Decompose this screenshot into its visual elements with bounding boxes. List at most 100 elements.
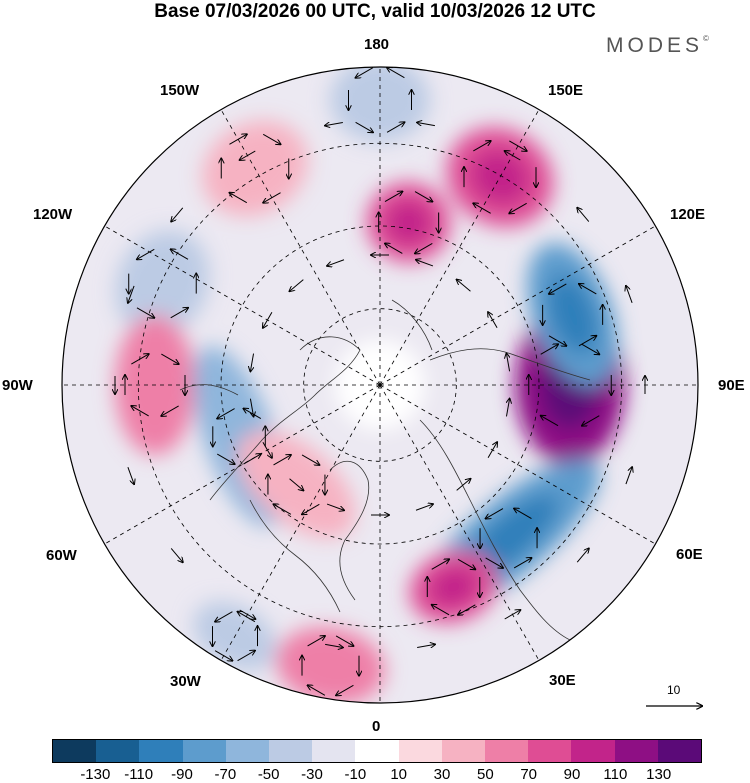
coastline	[209, 336, 361, 501]
wind-arrow	[541, 416, 559, 427]
wind-arrow	[548, 335, 566, 346]
wind-arrow	[336, 684, 354, 695]
wind-arrow	[385, 243, 403, 254]
colorbar-segment	[657, 740, 702, 762]
wind-arrow	[229, 193, 248, 204]
meridian-line	[104, 225, 381, 386]
wind-arrow	[161, 405, 179, 416]
wind-arrow	[577, 208, 590, 222]
wind-arrow	[625, 467, 632, 485]
latitude-circle	[220, 225, 540, 545]
colorbar-tick-label: 50	[476, 766, 494, 783]
wind-arrow	[417, 122, 435, 125]
wind-arrow	[473, 141, 490, 152]
wind-arrow	[457, 558, 475, 569]
wind-arrow	[237, 651, 255, 662]
wind-arrow	[171, 249, 189, 260]
wind-arrow	[262, 133, 280, 144]
wind-arrow	[626, 286, 633, 303]
colorbar-tick-label: 130	[646, 766, 672, 783]
wind-arrow	[273, 455, 291, 466]
anomaly-core	[547, 275, 598, 355]
brand-mark: ©	[703, 34, 709, 43]
wind-arrow	[325, 122, 343, 125]
wind-arrow	[386, 122, 404, 133]
colorbar-segment	[528, 740, 572, 762]
coastline	[429, 348, 591, 381]
reference-vector-value: 10	[667, 683, 681, 697]
wind-arrow	[473, 203, 491, 214]
lon-label-150e: 150E	[548, 82, 584, 99]
wind-vectors	[115, 68, 645, 696]
wind-arrow	[549, 283, 567, 294]
wind-arrow	[458, 604, 476, 615]
wind-arrow	[355, 121, 373, 132]
wind-arrow	[170, 308, 188, 319]
colorbar-segment	[53, 740, 97, 762]
coastline	[329, 460, 370, 601]
colorbar-segment	[182, 740, 226, 762]
wind-arrow	[127, 467, 134, 484]
wind-arrow	[335, 635, 353, 646]
wind-arrow	[301, 454, 319, 465]
modes-logo: MODES©	[606, 34, 709, 58]
lon-label-150w: 150W	[160, 82, 200, 99]
wind-arrow	[505, 151, 521, 161]
colorbar-tick-label: -90	[171, 766, 193, 783]
wind-arrow	[136, 307, 154, 318]
colorbar-tick-label: -50	[257, 766, 280, 783]
wind-arrow	[431, 559, 449, 570]
lon-label-90w: 90W	[2, 377, 33, 394]
wind-arrow	[327, 259, 345, 266]
colorbar-tick-label: -30	[301, 766, 323, 783]
wind-arrow	[325, 644, 343, 647]
wind-arrow	[263, 192, 281, 203]
wind-arrow	[239, 609, 256, 619]
coastline	[419, 419, 571, 641]
coastline	[249, 499, 341, 613]
colorbar-segment	[398, 740, 442, 762]
wind-arrow	[289, 478, 304, 491]
lon-label-90e: 90E	[718, 377, 745, 394]
anomaly-center	[275, 627, 386, 703]
latitude-circle	[303, 308, 457, 462]
wind-arrow	[171, 207, 184, 222]
wind-arrow	[414, 191, 432, 202]
lon-label-30w: 30W	[170, 673, 201, 690]
lon-label-120e: 120E	[670, 206, 706, 223]
wind-arrow	[488, 312, 498, 329]
colorbar-segment	[571, 740, 615, 762]
wind-arrow	[582, 415, 600, 426]
wind-arrow	[417, 644, 435, 647]
wind-arrow	[214, 650, 232, 661]
wind-arrow	[415, 243, 433, 253]
colorbar-segment	[485, 740, 529, 762]
colorbar-tick-label: 90	[563, 766, 581, 783]
wind-arrow	[243, 454, 261, 465]
wind-arrow	[384, 192, 402, 202]
wind-arrow	[504, 610, 521, 620]
anomaly-core	[429, 567, 478, 608]
lon-label-180: 180	[364, 36, 390, 53]
wind-arrow	[509, 140, 526, 151]
wind-arrow	[326, 503, 344, 510]
wind-arrow	[578, 336, 596, 347]
wind-arrow	[487, 442, 497, 459]
wind-arrow	[263, 311, 273, 328]
colorbar-ticks: -130 -110 -90 -70 -50 -30 -10 10 30 50 70 90 110 130	[0, 766, 750, 783]
wind-arrow	[485, 557, 503, 568]
wind-arrow	[307, 636, 325, 647]
wind-arrow	[215, 611, 233, 622]
brand-text: MODES	[606, 34, 704, 57]
reference-vector	[646, 680, 710, 716]
meridian-line	[379, 225, 656, 386]
colorbar-tick-label: 110	[603, 766, 628, 783]
meridian-line	[379, 384, 656, 545]
colorbar-tick-label: -130	[80, 766, 111, 783]
coastlines	[179, 299, 591, 641]
meridian-line	[104, 384, 381, 545]
wind-arrow	[581, 343, 599, 354]
colorbar-tick-label: 10	[390, 766, 407, 783]
wind-arrow	[229, 134, 246, 145]
